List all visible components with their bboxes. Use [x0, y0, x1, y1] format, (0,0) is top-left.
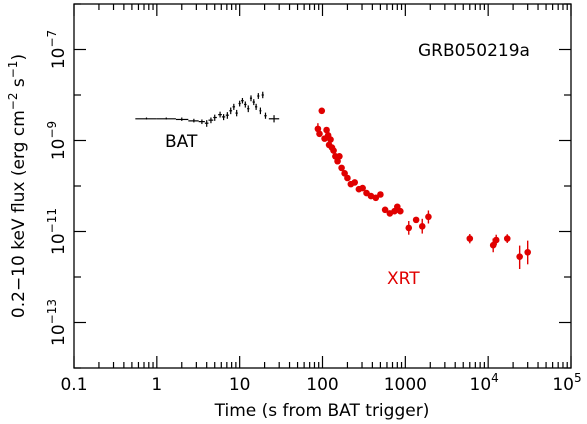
xrt-point [344, 174, 351, 182]
y-tick-label: 10−9 [45, 121, 69, 160]
series-xrt [314, 107, 531, 269]
xrt-point [381, 206, 389, 214]
xrt-point [377, 191, 384, 198]
y-tick-label-exp: −7 [45, 30, 59, 48]
x-axis-title: Time (s from BAT trigger) [214, 401, 430, 421]
y-tick-label: 10−13 [45, 299, 69, 346]
xrt-point [330, 147, 337, 154]
x-tick-label-exp: 4 [491, 371, 499, 385]
xrt-point [372, 194, 380, 202]
x-tick-label-base: 10 [552, 375, 574, 395]
bat-label: BAT [165, 132, 198, 152]
x-tick-label: 0.1 [60, 375, 87, 395]
x-tick-label: 104 [470, 371, 499, 395]
xrt-point [397, 207, 404, 215]
x-tick-label-base: 10 [470, 375, 492, 395]
x-tick-label-exp: 5 [574, 371, 582, 385]
xrt-point [334, 157, 341, 165]
x-tick-label: 1 [151, 375, 162, 395]
y-tick-label-exp: −13 [45, 299, 59, 324]
xrt-point [351, 179, 359, 186]
xrt-label: XRT [387, 269, 420, 289]
axis-ticks [73, 3, 572, 369]
y-tick-label-exp: −11 [45, 208, 59, 233]
xrt-point [359, 184, 366, 192]
xrt-point [336, 152, 343, 160]
xrt-point [516, 253, 523, 260]
xrt-point [425, 213, 432, 221]
xrt-point [489, 241, 497, 249]
series-bat [135, 91, 280, 127]
x-tick-label: 1000 [384, 375, 427, 395]
y-tick-label-exp: −9 [45, 121, 59, 139]
xrt-point [492, 236, 500, 244]
xrt-point [418, 223, 426, 230]
xrt-point [338, 164, 345, 172]
x-tick-label: 10 [229, 375, 251, 395]
y-axis-title-mid: s [9, 78, 29, 92]
x-tick-label: 100 [306, 375, 338, 395]
y-axis-title-exp2: −1 [6, 61, 20, 79]
y-tick-label-base: 10 [49, 233, 69, 255]
y-tick-label: 10−11 [45, 208, 69, 255]
xrt-point [314, 125, 322, 133]
xrt-point [327, 136, 334, 143]
xrt-point [503, 235, 511, 242]
y-tick-label-base: 10 [49, 139, 69, 161]
xrt-point [466, 235, 474, 242]
xrt-point [524, 248, 531, 256]
xrt-point [316, 130, 323, 138]
y-axis-title-end: ) [9, 54, 29, 61]
xrt-point [323, 126, 330, 134]
y-tick-label: 10−7 [45, 30, 69, 69]
y-axis-title: 0.2−10 keV flux (erg cm−2 s−1) [6, 54, 29, 318]
xrt-point [412, 216, 420, 224]
x-tick-labels: 0.1 1 10 100 1000 104 105 [60, 371, 581, 395]
y-axis-title-exp1: −2 [6, 93, 20, 111]
y-tick-label-base: 10 [49, 324, 69, 346]
grb-label: GRB050219a [418, 41, 530, 61]
y-tick-label-base: 10 [49, 48, 69, 70]
xrt-point [318, 107, 326, 115]
xrt-point [405, 224, 413, 232]
y-axis-title-base: 0.2−10 keV flux (erg cm [9, 110, 29, 318]
x-tick-label: 105 [552, 371, 581, 395]
